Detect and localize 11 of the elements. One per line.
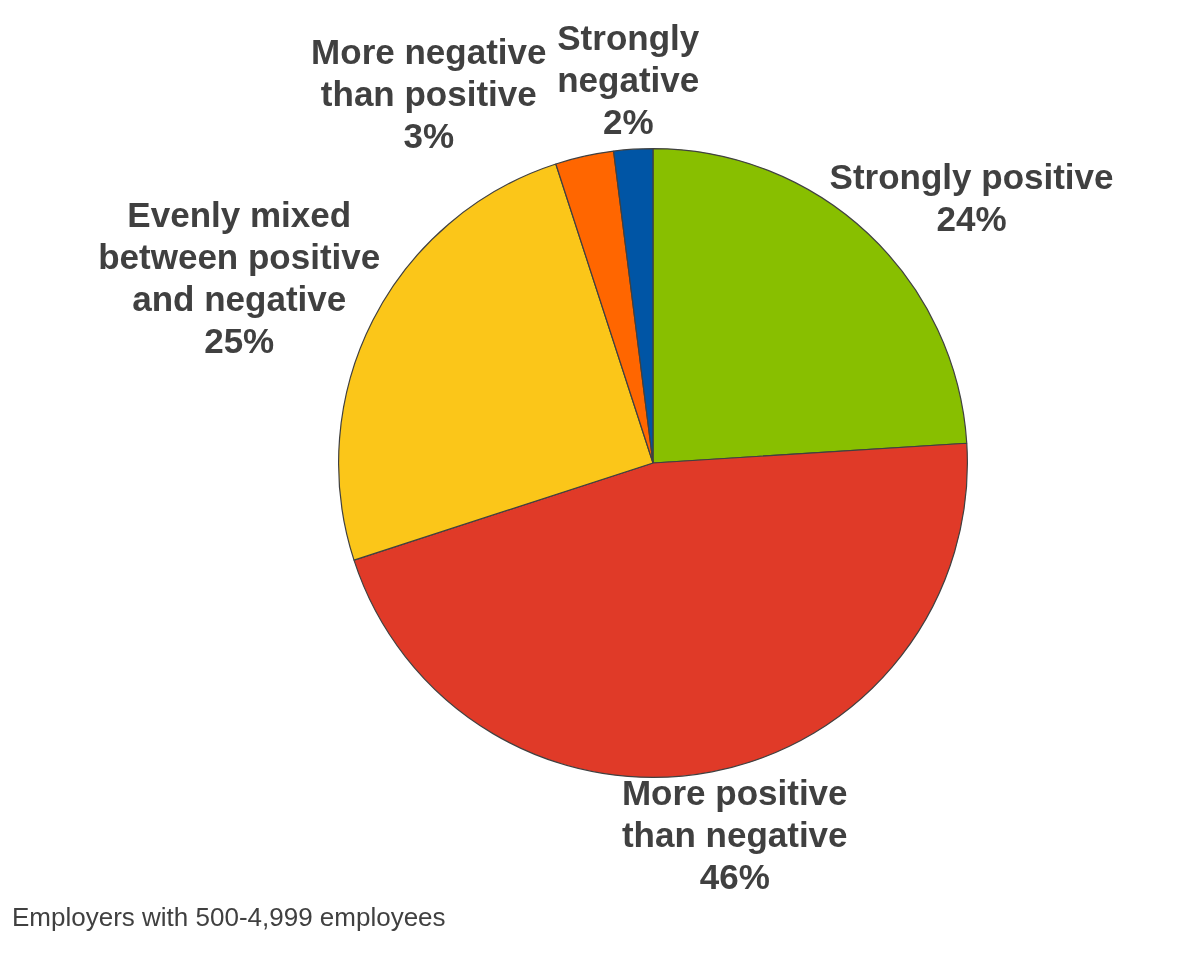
slice-label: More negative than positive bbox=[311, 32, 547, 114]
data-label: 2% bbox=[602, 102, 654, 142]
slice-label: More positive than negative bbox=[621, 773, 848, 855]
data-label: 24% bbox=[936, 198, 1007, 238]
text: Employers with 500-4,999 employees bbox=[12, 902, 446, 932]
data-label: 3% bbox=[403, 116, 455, 156]
slice-label: Evenly mixed between positive and negative bbox=[98, 194, 381, 318]
slice-label: Strongly negative bbox=[557, 18, 700, 100]
data-label: 46% bbox=[699, 857, 770, 897]
slice-label: Strongly positive bbox=[829, 156, 1114, 196]
data-label: 25% bbox=[204, 320, 275, 360]
